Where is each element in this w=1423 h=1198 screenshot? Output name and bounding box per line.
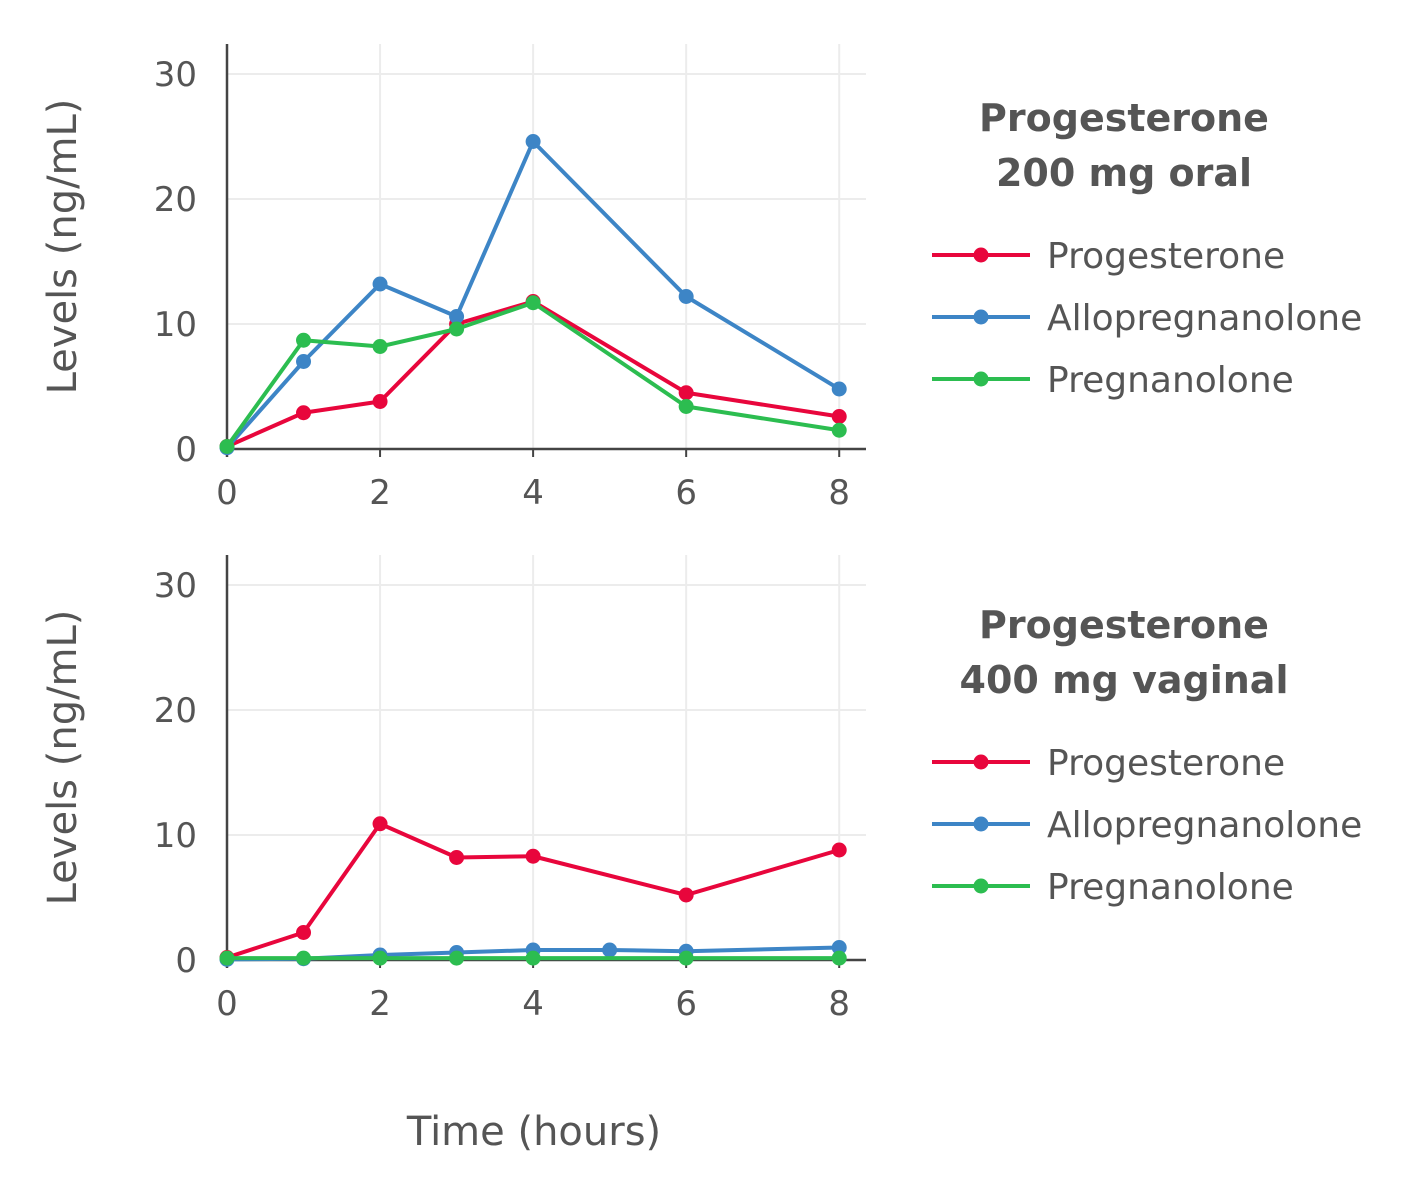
- y-axis-title: Levels (ng/mL): [40, 99, 86, 395]
- data-point-pregnanolone: [449, 321, 465, 337]
- y-tick-label: 10: [154, 816, 197, 856]
- legend-marker: [973, 247, 989, 263]
- legend-label: Allopregnanolone: [1047, 805, 1362, 846]
- legend-label: Pregnanolone: [1047, 360, 1294, 401]
- legend-item-pregnanolone[interactable]: Pregnanolone: [932, 360, 1294, 401]
- x-tick-label: 4: [522, 984, 544, 1024]
- y-tick-label: 10: [154, 305, 197, 345]
- x-tick-label: 8: [828, 984, 850, 1024]
- legend-marker: [973, 371, 989, 387]
- legend-2: Progesterone 400 mg vaginal Progesterone Al…: [932, 603, 1362, 908]
- panel-2: 0 2 4 6 8 0 10 20 30 Levels (ng/mL) Progesterone 40…: [40, 555, 1362, 1024]
- legend-item-progesterone[interactable]: Progesterone: [932, 743, 1285, 784]
- x-tick-label: 2: [369, 984, 391, 1024]
- y-tick-label: 0: [175, 941, 197, 981]
- legend-marker: [973, 754, 989, 770]
- legend-label: Allopregnanolone: [1047, 298, 1362, 339]
- legend-marker: [973, 309, 989, 325]
- data-point-pregnanolone: [372, 950, 388, 966]
- y-tick-label: 30: [154, 566, 197, 606]
- data-point-progesterone: [296, 925, 312, 940]
- legend-label: Progesterone: [1047, 236, 1285, 277]
- legend-item-allopregnanolone[interactable]: Allopregnanolone: [932, 805, 1362, 846]
- data-point-pregnanolone: [678, 950, 694, 966]
- x-tick-label: 0: [216, 984, 238, 1024]
- data-point-allopregnanolone: [831, 381, 847, 397]
- legend-title: 400 mg vaginal: [960, 658, 1289, 702]
- data-point-pregnanolone: [831, 422, 847, 438]
- legend-title: Progesterone: [979, 96, 1269, 140]
- data-point-pregnanolone: [449, 950, 465, 966]
- data-point-pregnanolone: [678, 399, 694, 414]
- x-tick-label: 8: [828, 473, 850, 513]
- data-point-allopregnanolone: [678, 289, 694, 304]
- legend-item-progesterone[interactable]: Progesterone: [932, 236, 1285, 277]
- x-tick-label: 6: [675, 473, 697, 513]
- y-tick-label: 0: [175, 430, 197, 470]
- data-point-pregnanolone: [372, 339, 388, 354]
- x-tick-label: 0: [216, 473, 238, 513]
- data-point-allopregnanolone: [372, 276, 388, 292]
- data-point-progesterone: [831, 409, 847, 424]
- y-tick-label: 30: [154, 55, 197, 95]
- data-point-pregnanolone: [525, 950, 541, 966]
- y-tick-label: 20: [154, 180, 197, 220]
- data-point-pregnanolone: [296, 332, 312, 348]
- data-point-allopregnanolone: [449, 309, 465, 324]
- data-point-progesterone: [678, 385, 694, 401]
- x-tick-label: 6: [675, 984, 697, 1024]
- data-point-progesterone: [296, 405, 312, 421]
- data-point-allopregnanolone: [525, 134, 541, 149]
- data-point-progesterone: [831, 842, 847, 858]
- data-point-progesterone: [449, 850, 465, 865]
- data-point-pregnanolone: [525, 295, 541, 311]
- data-point-pregnanolone: [219, 950, 235, 966]
- panel-1: 0 2 4 6 8 0 10 20 30 Levels (ng/mL) Progesterone 20…: [40, 44, 1362, 513]
- y-tick-label: 20: [154, 691, 197, 731]
- data-point-pregnanolone: [219, 439, 235, 454]
- x-axis-title: Time (hours): [406, 1109, 661, 1155]
- data-point-progesterone: [372, 394, 388, 409]
- data-point-pregnanolone: [831, 950, 847, 966]
- y-axis-title: Levels (ng/mL): [40, 610, 86, 906]
- x-tick-label: 2: [369, 473, 391, 513]
- legend-marker: [973, 816, 989, 832]
- data-point-allopregnanolone: [296, 354, 312, 369]
- legend-item-pregnanolone[interactable]: Pregnanolone: [932, 867, 1294, 908]
- x-tick-label: 4: [522, 473, 544, 513]
- legend-title: 200 mg oral: [996, 151, 1252, 195]
- data-point-allopregnanolone: [831, 940, 847, 955]
- data-point-pregnanolone: [296, 950, 312, 966]
- legend-marker: [973, 878, 989, 894]
- legend-label: Progesterone: [1047, 743, 1285, 784]
- data-point-progesterone: [678, 887, 694, 903]
- data-point-progesterone: [525, 848, 541, 864]
- legend-label: Pregnanolone: [1047, 867, 1294, 908]
- data-point-allopregnanolone: [602, 942, 618, 958]
- data-point-progesterone: [372, 816, 388, 832]
- legend-item-allopregnanolone[interactable]: Allopregnanolone: [932, 298, 1362, 339]
- legend-1: Progesterone 200 mg oral Progesterone Allop…: [932, 96, 1362, 401]
- legend-title: Progesterone: [979, 603, 1269, 647]
